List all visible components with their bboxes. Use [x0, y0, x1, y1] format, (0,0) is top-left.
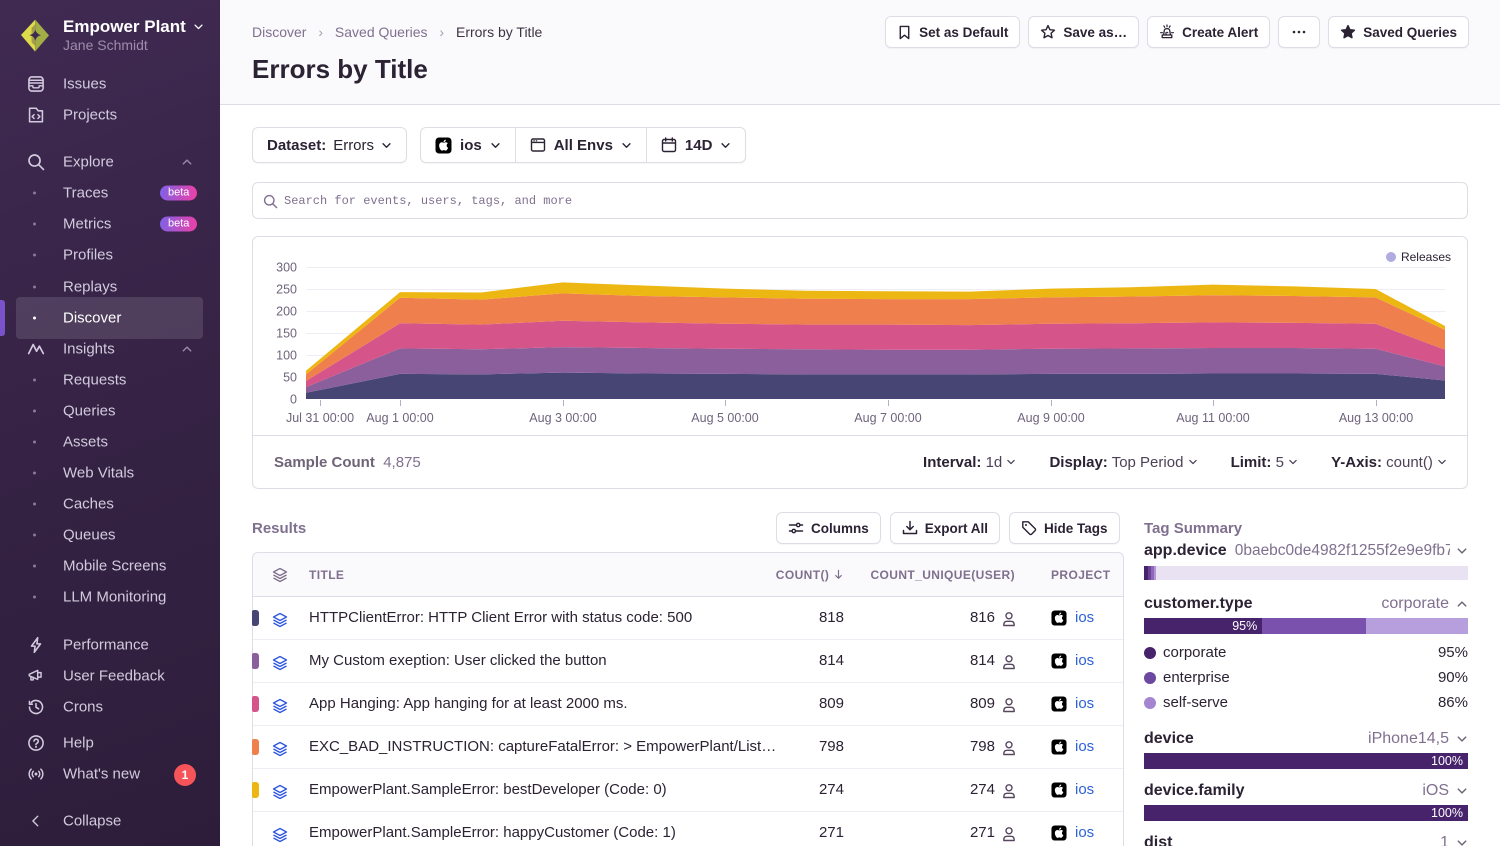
svg-text:0: 0 [290, 393, 297, 407]
svg-text:Aug 9 00:00: Aug 9 00:00 [1017, 411, 1084, 425]
svg-text:100: 100 [276, 349, 297, 363]
svg-text:Aug 7 00:00: Aug 7 00:00 [854, 411, 921, 425]
svg-text:250: 250 [276, 283, 297, 297]
svg-text:150: 150 [276, 327, 297, 341]
svg-text:Aug 13 00:00: Aug 13 00:00 [1339, 411, 1413, 425]
svg-text:Aug 3 00:00: Aug 3 00:00 [529, 411, 596, 425]
svg-text:Aug 11 00:00: Aug 11 00:00 [1176, 411, 1249, 425]
svg-text:Aug 5 00:00: Aug 5 00:00 [691, 411, 758, 425]
svg-text:Jul 31 00:00: Jul 31 00:00 [286, 411, 354, 425]
svg-text:300: 300 [276, 261, 297, 275]
svg-text:50: 50 [283, 371, 297, 385]
svg-text:200: 200 [276, 305, 297, 319]
svg-text:Aug 1 00:00: Aug 1 00:00 [366, 411, 433, 425]
